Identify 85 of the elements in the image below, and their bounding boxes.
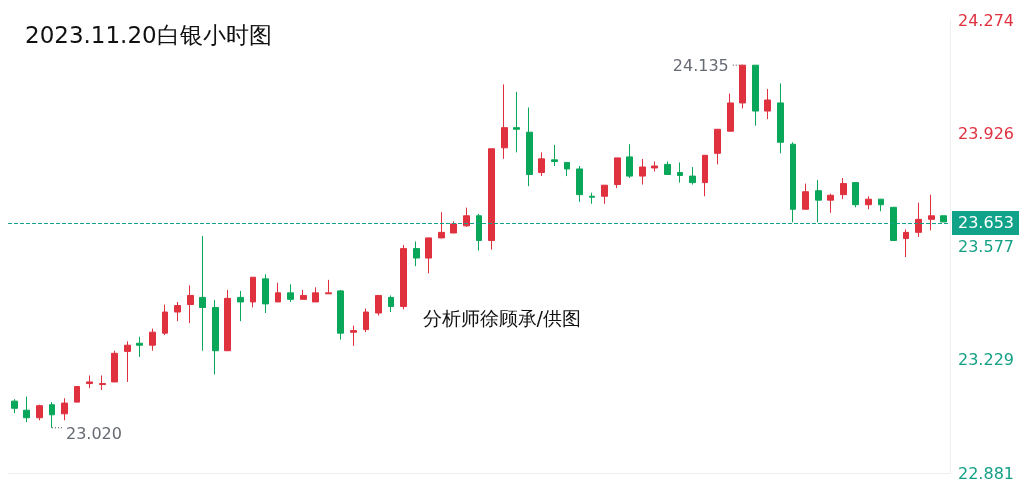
candlestick: [287, 283, 294, 303]
candlestick: [350, 325, 357, 347]
candlestick: [538, 151, 545, 177]
candlestick: [212, 299, 219, 375]
candlestick: [764, 88, 771, 120]
candlestick: [739, 64, 746, 109]
candlestick: [790, 141, 796, 223]
candlestick: [601, 184, 608, 205]
candlestick: [187, 284, 194, 324]
candlestick: [149, 328, 156, 352]
candlestick: [702, 154, 708, 197]
candlestick: [337, 289, 344, 341]
candlestick: [124, 340, 131, 383]
ref-line-label: 23.653: [958, 213, 1014, 233]
candlestick: [852, 182, 859, 208]
candlestick: [99, 374, 106, 391]
y-tick-label: 22.881: [958, 463, 1014, 483]
candlestick: [325, 279, 332, 295]
candlestick: [438, 211, 445, 240]
candlestick: [878, 198, 884, 212]
candlestick: [237, 290, 244, 322]
annotation: 分析师徐顾承/供图: [422, 307, 581, 330]
candlestick: [49, 401, 55, 429]
candlestick: [576, 165, 583, 203]
y-tick-label: 23.229: [958, 350, 1014, 370]
candlestick: [677, 161, 683, 184]
candlestick: [501, 83, 508, 160]
candlestick: [312, 286, 319, 303]
candlestick: [651, 160, 658, 173]
candlestick: [915, 202, 922, 238]
chart-title: 2023.11.20白银小时图: [25, 21, 272, 48]
candlestick: [111, 350, 118, 383]
candlestick: [463, 207, 470, 228]
candlestick: [802, 183, 809, 210]
candlestick: [36, 404, 43, 421]
candlestick: [388, 294, 394, 313]
candlestick: [11, 398, 18, 414]
candlestick: [890, 206, 897, 241]
candlestick: [815, 179, 822, 223]
candlestick: [199, 235, 206, 352]
candlestick: [174, 301, 181, 322]
candlestick: [777, 82, 784, 154]
candlestick: [614, 157, 621, 189]
candlestick: [840, 177, 847, 200]
y-tick-label: 23.926: [958, 123, 1014, 143]
candlestick: [250, 276, 256, 308]
candlestick: [589, 192, 595, 205]
candlestick: [363, 307, 369, 333]
candlestick: [86, 374, 93, 389]
candlestick: [400, 244, 407, 310]
candlestick: [827, 193, 834, 214]
y-tick-label: 24.274: [958, 10, 1014, 30]
candlestick: [940, 215, 947, 223]
candlestick: [425, 237, 432, 274]
candlestick: [300, 289, 307, 300]
candlestick: [275, 282, 281, 303]
candlestick: [626, 143, 633, 179]
candlestick: [903, 228, 909, 258]
y-tick-label: 23.577: [958, 237, 1014, 257]
candlestick: [664, 160, 671, 175]
candlestick: [488, 148, 495, 251]
candlestick: [136, 336, 143, 358]
candlestick: [928, 194, 935, 231]
candlestick: [526, 106, 533, 187]
candlestick: [564, 161, 570, 177]
candlestick: [727, 92, 734, 132]
candlestick: [714, 128, 721, 165]
candlestick: [639, 158, 646, 186]
candlestick: [513, 91, 520, 153]
annotation: 24.135: [672, 55, 729, 75]
candlestick: [551, 144, 558, 167]
candlestick: [61, 397, 68, 421]
candlestick: [23, 396, 30, 423]
candlestick: [865, 195, 872, 210]
candlestick: [162, 304, 168, 336]
candlestick: [262, 273, 269, 314]
candlestick: [224, 289, 231, 352]
candlestick: [752, 64, 759, 127]
candlestick: [476, 213, 482, 252]
candlestick: [375, 294, 382, 317]
candlestick: [689, 166, 696, 186]
candlestick: [413, 240, 420, 267]
annotation: 23.020: [65, 424, 122, 444]
candlestick: [450, 220, 457, 234]
candlestick: [74, 386, 80, 403]
